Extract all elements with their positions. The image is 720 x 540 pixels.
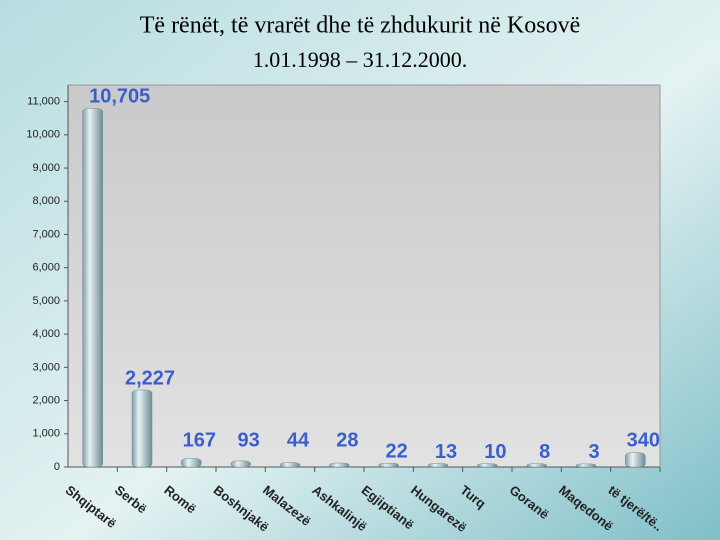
y-tick-label: 10,000: [26, 129, 60, 141]
bar: [279, 462, 301, 468]
y-tick-label: 5,000: [32, 295, 60, 307]
bar: [329, 462, 350, 468]
y-tick-label: 9,000: [32, 162, 60, 174]
bar: [131, 389, 153, 468]
y-tick-label: 0: [54, 461, 60, 473]
y-tick-label: 6,000: [32, 262, 60, 274]
y-tick-label: 2,000: [32, 394, 60, 406]
y-tick-label: 11,000: [27, 96, 60, 108]
bar: [575, 463, 597, 468]
value-label: 8: [539, 441, 550, 463]
plot-area: [67, 84, 661, 468]
value-label: 167: [183, 429, 216, 451]
value-label: 13: [435, 441, 457, 463]
value-label: 10: [484, 441, 506, 463]
value-label: 93: [238, 429, 260, 451]
y-tick-label: 1,000: [32, 428, 60, 440]
chart-title: Të rënët, të vrarët dhe të zhdukurit në …: [140, 13, 580, 39]
value-label: 10,705: [89, 86, 150, 108]
y-tick-label: 3,000: [32, 361, 60, 373]
value-label: 340: [627, 429, 660, 451]
bar: [526, 463, 547, 468]
y-tick-label: 8,000: [32, 195, 60, 207]
value-label: 22: [386, 441, 408, 463]
value-label: 44: [287, 429, 310, 451]
bar: [82, 108, 103, 468]
bar: [230, 460, 251, 468]
y-tick-label: 7,000: [32, 228, 60, 240]
value-label: 28: [336, 429, 358, 451]
value-label: 3: [588, 441, 599, 463]
bar: [427, 463, 449, 468]
chart-subtitle: 1.01.1998 – 31.12.2000.: [253, 47, 468, 72]
y-tick-label: 4,000: [32, 328, 60, 340]
bar: [181, 458, 202, 468]
value-label: 2,227: [125, 367, 175, 389]
bar: [625, 452, 646, 468]
bar: [378, 463, 399, 468]
bar: [477, 463, 498, 468]
